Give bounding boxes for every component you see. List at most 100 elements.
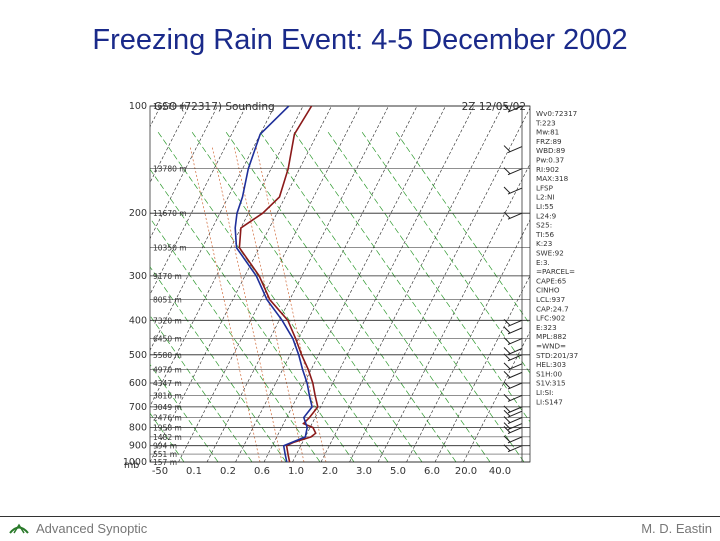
- pressure-tick-label: 400: [129, 315, 147, 326]
- index-entry: LCL:937: [536, 295, 565, 304]
- wind-barb-flag: [503, 167, 511, 175]
- footer-course: Advanced Synoptic: [36, 521, 148, 536]
- wind-barb-flag: [503, 326, 511, 334]
- wind-barb: [507, 427, 523, 434]
- wind-barb: [507, 410, 523, 418]
- index-entry: K:23: [536, 239, 552, 248]
- height-label: 5580 m: [153, 351, 182, 360]
- wind-barb: [507, 382, 523, 390]
- sounding-indices: Wv0:72317T:223Mw:81FRZ:89WBD:89Pw:0.37RI…: [535, 109, 578, 406]
- dry-adiabat-line: [361, 131, 530, 374]
- mixing-ratio-line: [233, 145, 305, 462]
- wind-barb-flag: [503, 318, 511, 326]
- index-entry: =PARCEL=: [536, 267, 575, 276]
- bottom-ticks: -50 0.1 0.2 0.6 1.0 2.0 3.0 5.0 6.0 20.0 40.0: [152, 466, 511, 477]
- pressure-tick-label: 300: [129, 271, 147, 282]
- pressure-ticks: 100 200 300 400 500 600 700 800 900 1000: [123, 101, 147, 468]
- wind-barb: [507, 417, 523, 424]
- pressure-tick-label: 200: [129, 208, 147, 219]
- index-entry: L2:NI: [536, 193, 555, 202]
- height-label: 1958 m: [153, 424, 182, 433]
- wind-barb: [507, 406, 523, 414]
- wind-barb-flag: [503, 371, 511, 378]
- dry-adiabat-line: [395, 131, 530, 325]
- height-label: 11670 m: [153, 209, 187, 218]
- wind-barb-flag: [503, 435, 511, 443]
- wind-barb: [507, 319, 523, 327]
- chart-valid-time: 2Z 12/05/02: [462, 101, 526, 113]
- chart-title: GSO (72317) Sounding: [154, 101, 275, 113]
- plot-frame: [149, 105, 531, 463]
- wind-barb-flag: [503, 104, 511, 112]
- index-entry: Mw:81: [536, 128, 559, 137]
- height-label: 4970 m: [153, 366, 182, 375]
- index-entry: WBD:89: [536, 146, 566, 155]
- index-entry: SWE:92: [536, 249, 564, 258]
- wind-barb-flag: [503, 444, 511, 452]
- wind-barb-flag: [503, 347, 511, 354]
- wind-barb: [507, 348, 523, 355]
- height-label: 6450 m: [153, 335, 182, 344]
- wind-barb: [507, 371, 523, 379]
- index-entry: CAP:24.7: [536, 304, 569, 313]
- height-label: 3049 m: [153, 403, 182, 412]
- isotherm-line: [434, 275, 530, 462]
- wind-barb-flag: [503, 362, 511, 370]
- index-entry: S25:: [536, 221, 552, 230]
- isotherm-line: [206, 106, 389, 462]
- isotherm-line: [349, 107, 530, 462]
- isotherm-line: [406, 219, 530, 462]
- index-entry: STD:201/37: [536, 351, 578, 360]
- height-label: 994 m: [153, 442, 177, 451]
- index-entry: LFSP: [536, 183, 554, 192]
- wind-barb: [507, 436, 523, 444]
- height-label: 4347 m: [153, 379, 182, 388]
- height-label: 7320 m: [153, 316, 182, 325]
- sounding-profiles: [234, 106, 319, 462]
- index-entry: S1V:315: [536, 379, 566, 388]
- bottom-tick-label: 6.0: [424, 466, 440, 477]
- y-unit-label: mb: [124, 460, 139, 471]
- wind-barb: [507, 187, 523, 195]
- index-entry: RI:902: [536, 165, 559, 174]
- index-entry: Wv0:72317: [536, 109, 577, 118]
- index-entry: CAPE:65: [536, 276, 566, 285]
- bottom-tick-label: 3.0: [356, 466, 372, 477]
- wind-barb: [507, 105, 523, 113]
- wind-barb-flag: [503, 416, 511, 423]
- wind-barb-flag: [503, 405, 511, 413]
- index-entry: Pw:0.37: [536, 156, 564, 165]
- isotherm-line: [150, 106, 332, 462]
- mixing-ratio-line: [189, 145, 261, 462]
- index-entry: LI:S147: [536, 397, 563, 406]
- bottom-tick-label: 1.0: [288, 466, 304, 477]
- wind-barb: [507, 354, 523, 362]
- wind-barb: [507, 394, 523, 402]
- wind-barb-flag: [503, 211, 511, 219]
- wind-barb: [507, 445, 523, 453]
- height-label: 13780 m: [153, 165, 187, 174]
- index-entry: LI:SI:: [536, 388, 554, 397]
- wind-barb: [507, 168, 523, 176]
- pressure-tick-label: 1000: [123, 457, 147, 468]
- mixing-ratio-line: [211, 145, 283, 462]
- isobars: [150, 105, 530, 463]
- wind-barb: [507, 146, 523, 154]
- wind-barb-flag: [503, 394, 511, 401]
- pressure-tick-label: 900: [129, 441, 147, 452]
- wind-barb-flag: [503, 145, 511, 152]
- footer-author: M. D. Eastin: [641, 521, 712, 536]
- wind-barb-flag: [503, 422, 511, 429]
- wind-barb: [507, 212, 523, 220]
- isotherm-line: [292, 106, 475, 462]
- pressure-tick-label: 100: [129, 101, 147, 112]
- index-entry: HEL:303: [536, 360, 566, 369]
- pressure-tick-label: 600: [129, 378, 147, 389]
- isotherm-line: [263, 106, 446, 462]
- wind-barb-flag: [503, 337, 511, 344]
- wind-barb-flag: [503, 353, 511, 361]
- wind-barb: [507, 338, 523, 346]
- slide-title: Freezing Rain Event: 4-5 December 2002: [92, 24, 628, 56]
- index-entry: TI:56: [535, 230, 555, 239]
- height-label: 16270 m: [153, 102, 187, 111]
